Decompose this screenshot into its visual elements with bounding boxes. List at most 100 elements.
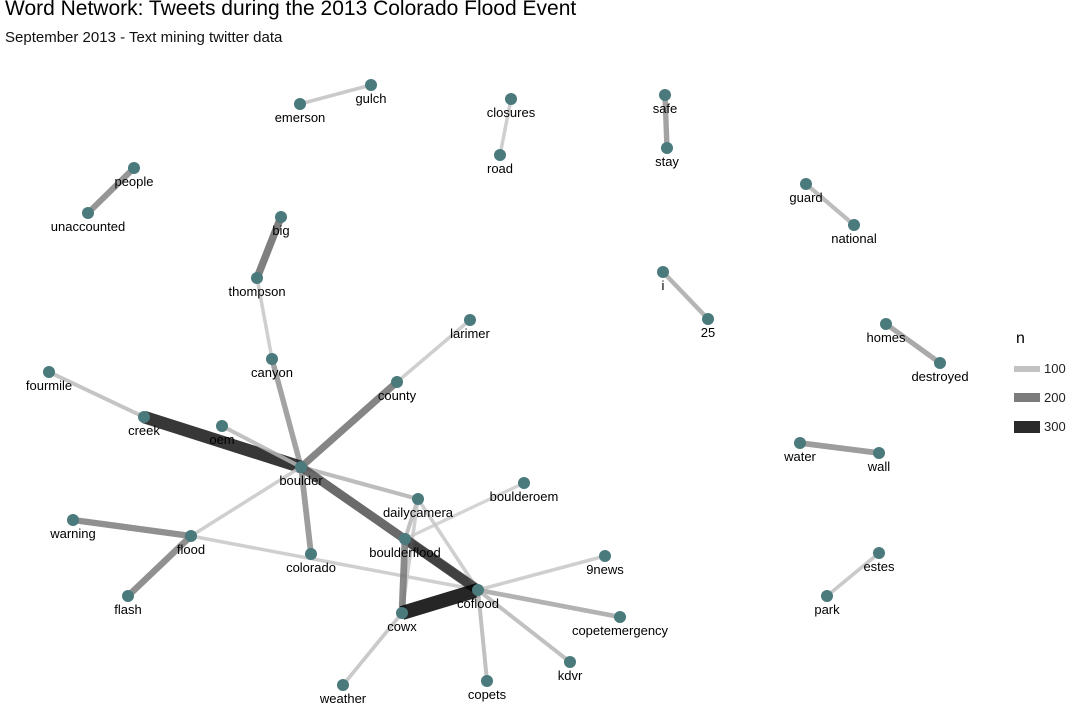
node-label-water: water	[783, 449, 816, 464]
node-label-closures: closures	[487, 105, 536, 120]
edge-emerson-gulch	[299, 83, 372, 106]
node-label-flood: flood	[177, 542, 205, 557]
word-network-graph: emerson gulch closures road safe stay people un…	[26, 79, 969, 706]
node-creek	[138, 411, 150, 423]
node-label-road: road	[487, 161, 513, 176]
legend-item-100: 100	[1014, 354, 1080, 383]
node-flood	[185, 530, 197, 542]
node-label-estes: estes	[863, 559, 895, 574]
node-label-boulderflood: boulderflood	[369, 545, 441, 560]
node-label-safe: safe	[653, 101, 678, 116]
node-park	[821, 590, 833, 602]
node-label-boulderoem: boulderoem	[490, 489, 559, 504]
node-homes	[880, 318, 892, 330]
node-fourmile	[43, 366, 55, 378]
node-label-colorado: colorado	[286, 560, 336, 575]
chart-title: Word Network: Tweets during the 2013 Col…	[5, 0, 577, 20]
edge-boulderflood-cowx	[398, 538, 409, 614]
node-label-guard: guard	[789, 190, 822, 205]
legend-key	[1014, 414, 1040, 440]
node-destroyed	[934, 357, 946, 369]
node-colorado	[305, 548, 317, 560]
node-boulderoem	[518, 477, 530, 489]
edge-i-n25	[661, 270, 710, 321]
legend-label: 300	[1044, 419, 1066, 434]
node-label-people: people	[114, 174, 153, 189]
legend: n 100 200 300	[1014, 330, 1080, 441]
node-label-canyon: canyon	[251, 365, 293, 380]
node-kdvr	[564, 656, 576, 668]
node-label-thompson: thompson	[228, 284, 285, 299]
legend-swatch	[1014, 393, 1040, 402]
node-water	[794, 437, 806, 449]
edge-homes-destroyed	[884, 321, 942, 366]
edge-boulderoem-boulderflood	[404, 481, 525, 541]
legend-key	[1014, 385, 1040, 411]
node-label-cowx: cowx	[387, 619, 417, 634]
node-dailycamera	[412, 493, 424, 505]
edge-boulderflood-coflood	[402, 534, 481, 595]
node-safe	[659, 89, 671, 101]
edge-oem-boulder	[221, 424, 302, 469]
edge-estes-park	[825, 551, 881, 598]
node-label-national: national	[831, 231, 877, 246]
node-label-homes: homes	[866, 330, 906, 345]
node-warning	[67, 514, 79, 526]
node-gulch	[365, 79, 377, 91]
edge-canyon-boulder	[269, 358, 304, 468]
legend-swatch	[1014, 420, 1040, 433]
edge-thompson-canyon	[255, 277, 274, 360]
node-emerson	[294, 98, 306, 110]
node-coflood	[472, 584, 484, 596]
node-label-boulder: boulder	[279, 473, 323, 488]
node-larimer	[464, 314, 476, 326]
node-label-n9news: 9news	[586, 562, 624, 577]
edge-flood-coflood	[190, 534, 479, 592]
edge-guard-national	[804, 182, 856, 227]
edge-larimer-county	[395, 318, 472, 384]
node-label-flash: flash	[114, 602, 141, 617]
nodes-layer	[43, 79, 946, 691]
node-label-creek: creek	[128, 423, 160, 438]
edge-warning-flood	[72, 516, 192, 540]
node-copetemergency	[614, 611, 626, 623]
node-label-warning: warning	[49, 526, 96, 541]
edge-creek-boulder	[142, 410, 303, 474]
edge-coflood-copetemergency	[477, 587, 621, 620]
node-weather	[337, 679, 349, 691]
node-label-kdvr: kdvr	[558, 668, 583, 683]
edge-closures-road	[498, 98, 513, 156]
node-label-i: i	[662, 278, 665, 293]
legend-label: 100	[1044, 361, 1066, 376]
node-label-wall: wall	[867, 459, 891, 474]
node-label-stay: stay	[655, 154, 679, 169]
node-stay	[661, 142, 673, 154]
edge-people-unaccounted	[85, 165, 137, 216]
edge-big-thompson	[253, 215, 285, 280]
edge-fourmile-creek	[48, 370, 145, 419]
node-label-larimer: larimer	[450, 326, 490, 341]
node-label-gulch: gulch	[355, 91, 386, 106]
node-boulderflood	[399, 533, 411, 545]
node-big	[275, 211, 287, 223]
edge-coflood-copets	[476, 589, 489, 682]
node-label-weather: weather	[319, 691, 367, 706]
node-label-coflood: coflood	[457, 596, 499, 611]
node-label-county: county	[378, 388, 417, 403]
edge-coflood-kdvr	[476, 588, 572, 664]
node-n25	[702, 313, 714, 325]
edge-dailycamera-coflood	[416, 498, 480, 591]
edge-water-wall	[799, 440, 880, 456]
edge-flood-flash	[125, 533, 194, 599]
node-label-destroyed: destroyed	[911, 369, 968, 384]
node-estes	[873, 547, 885, 559]
edge-boulder-colorado	[298, 466, 314, 555]
node-guard	[800, 178, 812, 190]
node-people	[128, 162, 140, 174]
edge-cowx-coflood	[399, 583, 481, 620]
node-flash	[122, 590, 134, 602]
node-n9news	[599, 550, 611, 562]
edge-boulder-flood	[190, 465, 302, 538]
node-label-big: big	[272, 223, 289, 238]
edges-layer	[48, 83, 942, 687]
